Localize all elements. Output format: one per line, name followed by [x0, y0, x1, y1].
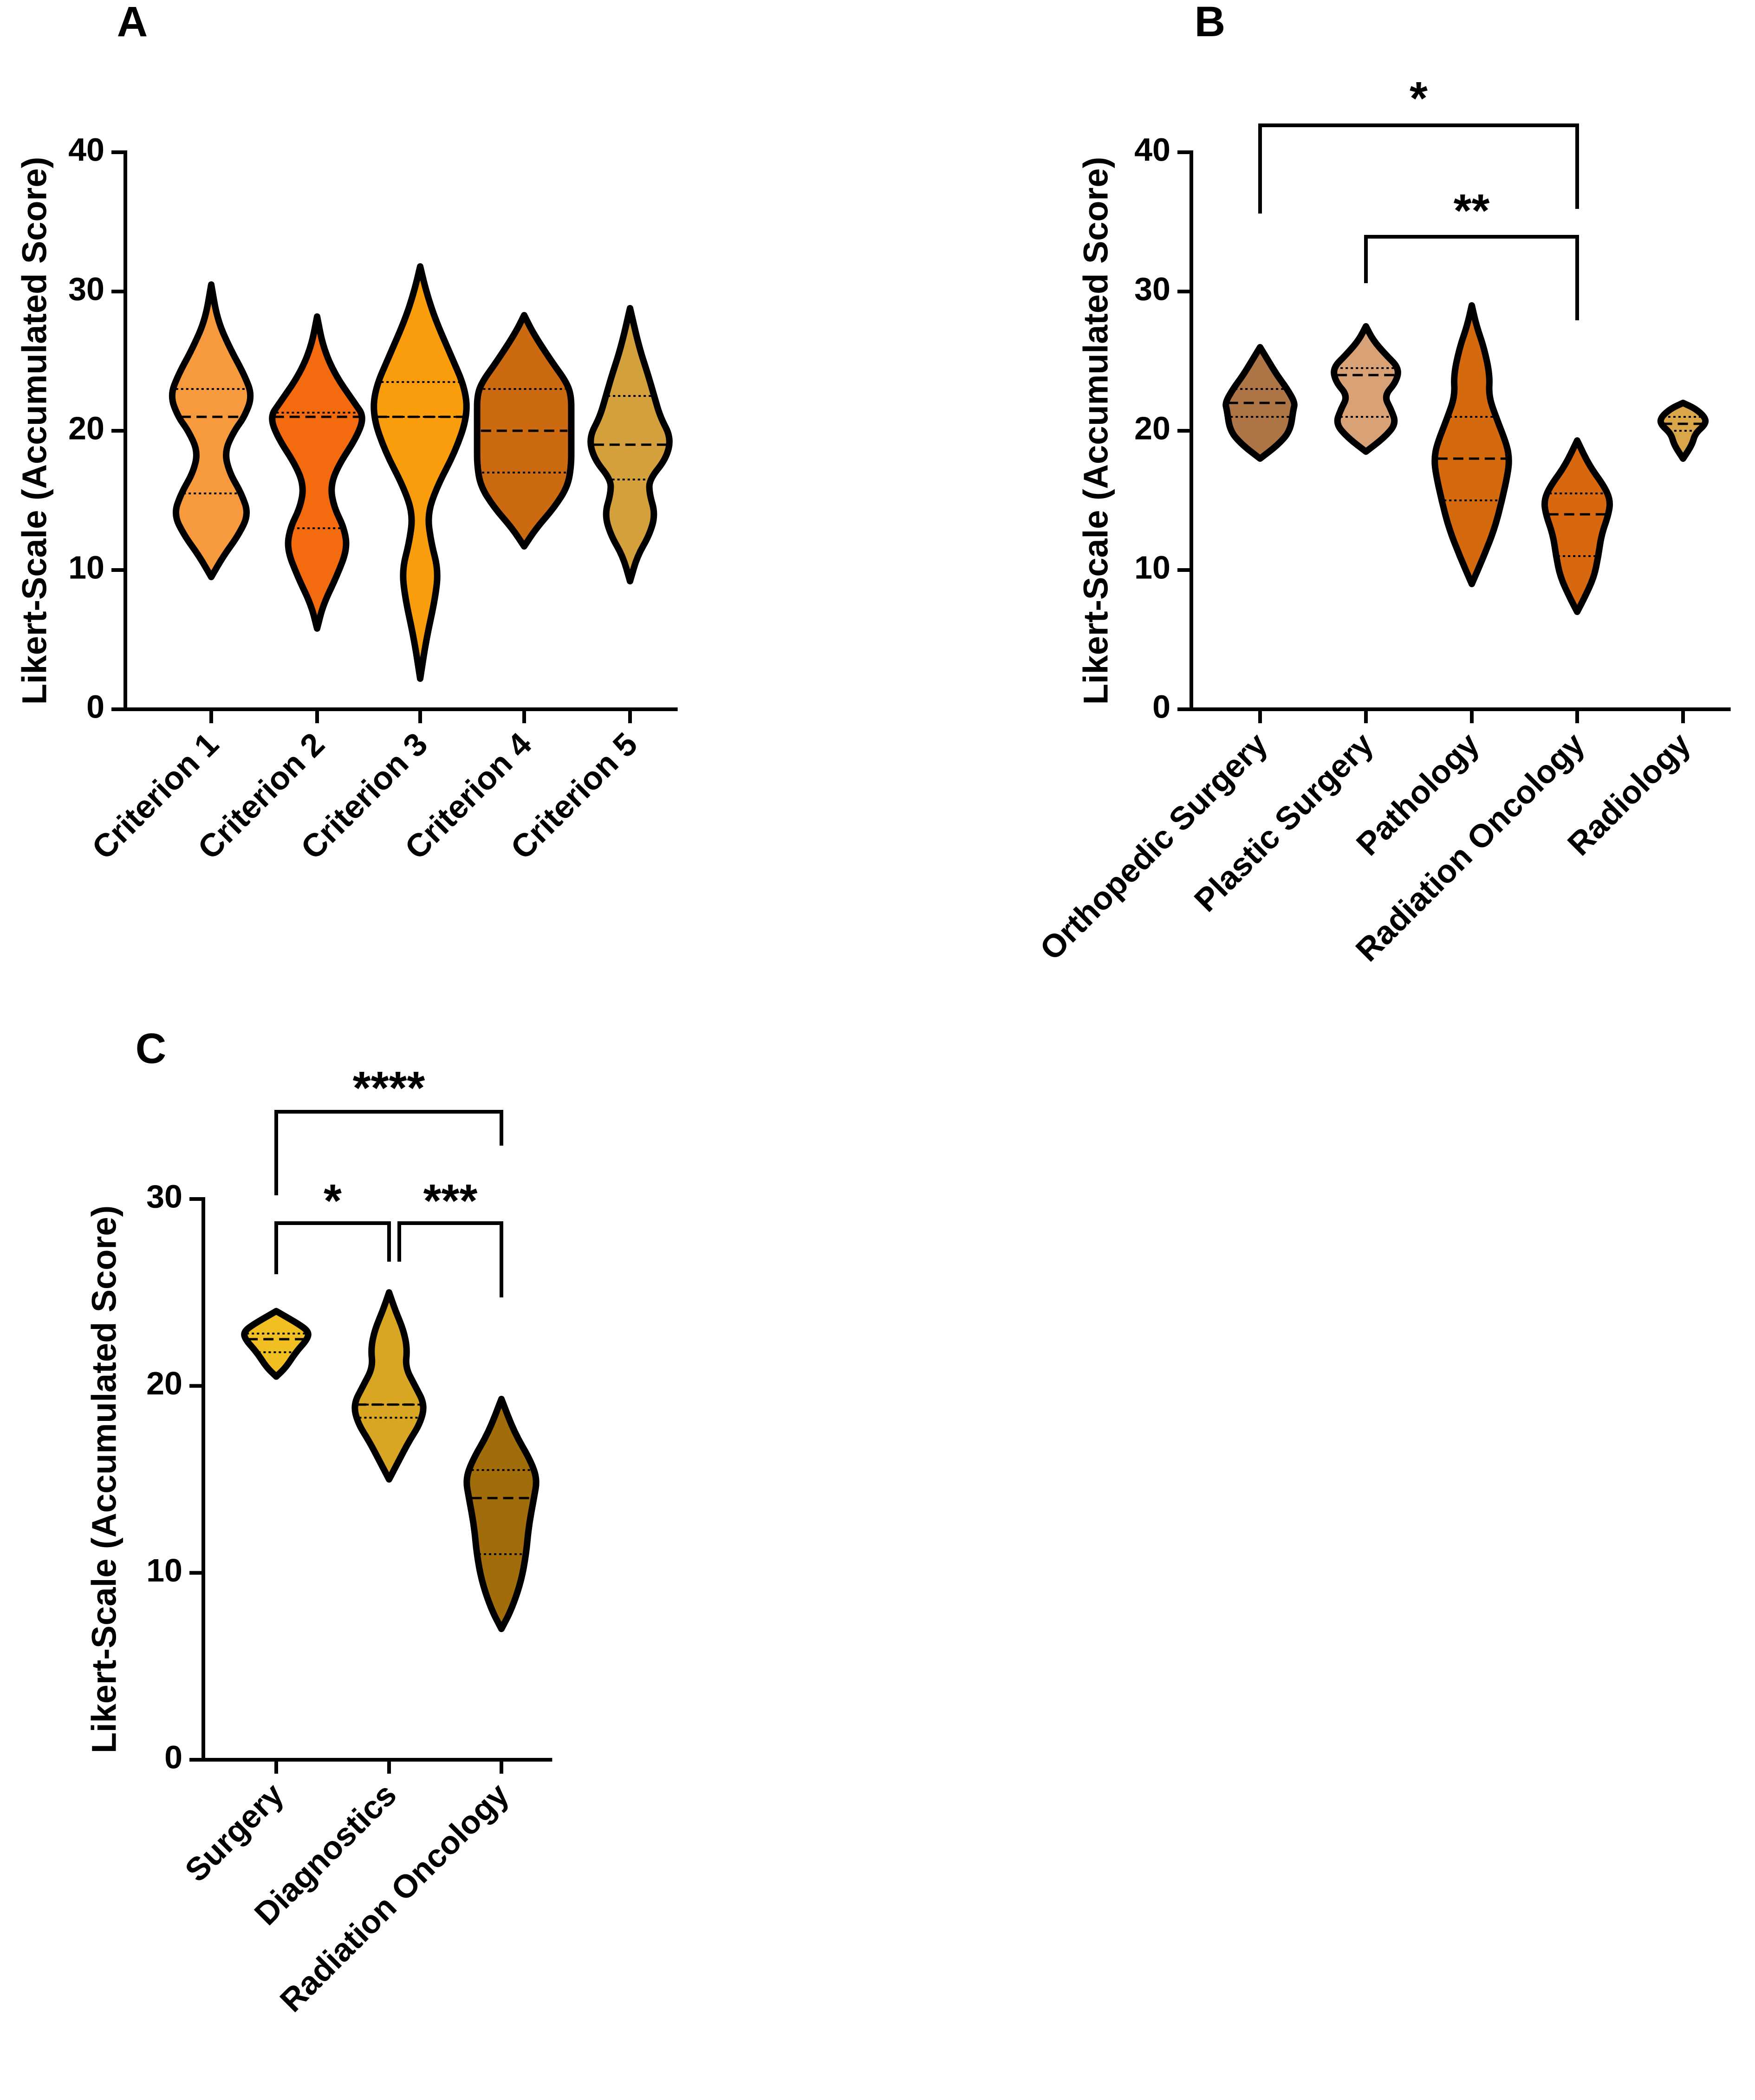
significance-label: *: [324, 1175, 342, 1227]
y-tick-label: 0: [1152, 688, 1170, 725]
significance-bracket: [274, 1110, 503, 1195]
significance-bracket: [274, 1221, 391, 1274]
significance-bracket: [397, 1221, 503, 1297]
y-tick-label: 20: [1134, 410, 1170, 446]
violin-plastic-surgery: [1331, 323, 1401, 455]
y-tick-label: 0: [164, 1739, 182, 1775]
x-tick-label: Plastic Surgery: [1187, 726, 1380, 919]
y-tick-label: 40: [68, 131, 104, 168]
significance-label: *: [1410, 72, 1428, 124]
significance-label: **: [1454, 185, 1490, 237]
y-axis-label: Likert-Scale (Accumulated Score): [85, 1206, 124, 1753]
y-tick-label: 30: [68, 271, 104, 307]
significance-label: ***: [423, 1175, 478, 1227]
panel-b: B Likert-Scale (Accumulated Score) 0 10 20 30…: [1033, 0, 1731, 968]
violin-surgery: [241, 1308, 312, 1380]
y-tick-label: 30: [146, 1178, 182, 1214]
y-tick-label: 10: [146, 1552, 182, 1588]
y-tick-label: 10: [68, 549, 104, 585]
panel-c: C Likert-Scale (Accumulated Score) 0 10 20 30…: [85, 1025, 552, 2019]
y-tick-label: 40: [1134, 131, 1170, 168]
y-tick-label: 20: [146, 1365, 182, 1401]
violin-criterion-3: [370, 263, 470, 682]
violin-pathology: [1431, 302, 1512, 587]
panel-letter: B: [1195, 0, 1225, 45]
violin-radiation-oncology: [463, 1395, 540, 1633]
y-axis-label: Likert-Scale (Accumulated Score): [1077, 157, 1115, 705]
y-axis-label: Likert-Scale (Accumulated Score): [15, 157, 54, 705]
significance-label: ****: [353, 1062, 425, 1114]
significance-bracket: [1364, 235, 1579, 320]
panel-letter: C: [136, 1025, 166, 1072]
y-tick-label: 0: [86, 688, 104, 725]
y-tick-label: 30: [1134, 271, 1170, 307]
violin-criterion-4: [474, 312, 575, 550]
y-tick-label: 10: [1134, 549, 1170, 585]
significance-bracket: [1258, 123, 1579, 214]
violin-radiation-oncology: [1541, 437, 1613, 615]
violin-diagnostics: [351, 1289, 427, 1483]
y-tick-label: 20: [68, 410, 104, 446]
violin-radiology: [1657, 400, 1709, 462]
x-tick-label: Surgery: [178, 1776, 290, 1888]
violin-criterion-2: [269, 313, 365, 632]
violin-criterion-1: [169, 281, 254, 580]
panel-a: A Likert-Scale (Accumulated Score) 0 10 20 30…: [15, 0, 678, 866]
x-tick-label: Radiation Oncology: [273, 1776, 516, 2019]
panel-letter: A: [117, 0, 148, 45]
